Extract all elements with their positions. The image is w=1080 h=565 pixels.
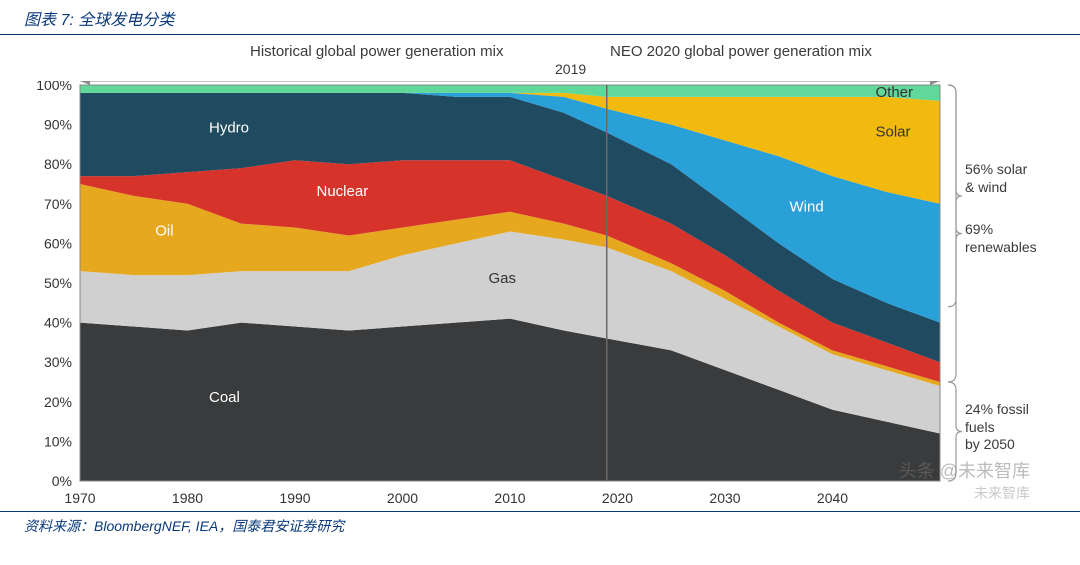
header-right: NEO 2020 global power generation mix [610,43,872,60]
header-left: Historical global power generation mix [250,43,503,60]
svg-text:2030: 2030 [709,490,740,506]
figure-title: 图表 7: 全球发电分类 [0,0,1080,35]
svg-text:50%: 50% [44,275,72,291]
svg-text:100%: 100% [36,81,72,93]
svg-text:0%: 0% [52,473,72,489]
bracket [948,85,962,382]
svg-text:70%: 70% [44,196,72,212]
footer-source: 资料来源：BloombergNEF, IEA，国泰君安证券研究 [0,511,1080,540]
label-other: Other [876,84,914,101]
svg-text:20%: 20% [44,394,72,410]
svg-text:30%: 30% [44,354,72,370]
label-hydro: Hydro [209,120,249,137]
svg-text:1970: 1970 [64,490,95,506]
label-nuclear: Nuclear [317,183,369,200]
svg-text:90%: 90% [44,117,72,133]
label-wind: Wind [790,199,824,216]
svg-text:2000: 2000 [387,490,418,506]
svg-text:10%: 10% [44,433,72,449]
annotation-solar-wind: 56% solar & wind [965,161,1027,196]
svg-text:2020: 2020 [602,490,633,506]
svg-text:2010: 2010 [494,490,525,506]
bracket [948,85,962,307]
header-year: 2019 [555,61,586,77]
svg-text:1990: 1990 [279,490,310,506]
label-oil: Oil [155,222,173,239]
svg-text:60%: 60% [44,235,72,251]
label-coal: Coal [209,389,240,406]
svg-text:40%: 40% [44,315,72,331]
label-gas: Gas [489,270,517,287]
svg-text:1980: 1980 [172,490,203,506]
annotation-renewables: 69% renewables [965,221,1037,256]
svg-text:80%: 80% [44,156,72,172]
chart-container: 0% 10% 20% 30% 40% 50% 60% 70% 80% 90% 100% 1970 198… [20,81,1060,511]
watermark-sub: 未来智库 [974,483,1030,503]
watermark-main: 头条 @未来智库 [899,457,1030,483]
annotation-fossil: 24% fossil fuels by 2050 [965,401,1060,454]
chart-headers: Historical global power generation mix N… [0,35,1080,81]
svg-text:2040: 2040 [817,490,848,506]
stacked-area-chart: 0% 10% 20% 30% 40% 50% 60% 70% 80% 90% 100% 1970 198… [20,81,1060,511]
label-solar: Solar [876,123,911,140]
